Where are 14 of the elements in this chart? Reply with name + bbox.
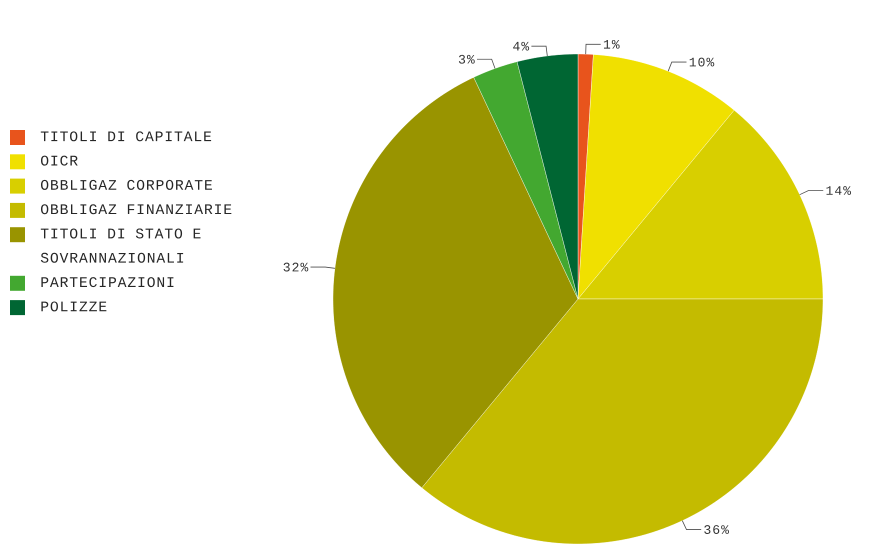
legend-label: OICR	[41, 156, 78, 166]
data-label: 36%	[704, 525, 729, 534]
data-label: 1%	[604, 40, 620, 49]
legend-label: OBBLIGAZ CORPORATE	[41, 180, 212, 190]
legend-label: OBBLIGAZ FINANZIARIE	[41, 204, 232, 214]
data-label: 3%	[458, 54, 475, 64]
data-label: 32%	[284, 262, 308, 272]
legend-label: TITOLI DI STATO E SOVRANNAZIONALI	[40, 228, 201, 263]
legend-label: POLIZZE	[41, 301, 106, 312]
data-label: 10%	[690, 58, 714, 66]
data-label: 14%	[826, 186, 852, 195]
legend-label: TITOLI DI CAPITALE	[40, 131, 212, 142]
legend-label: PARTECIPAZIONI	[41, 277, 174, 288]
data-label: 4%	[513, 42, 530, 51]
